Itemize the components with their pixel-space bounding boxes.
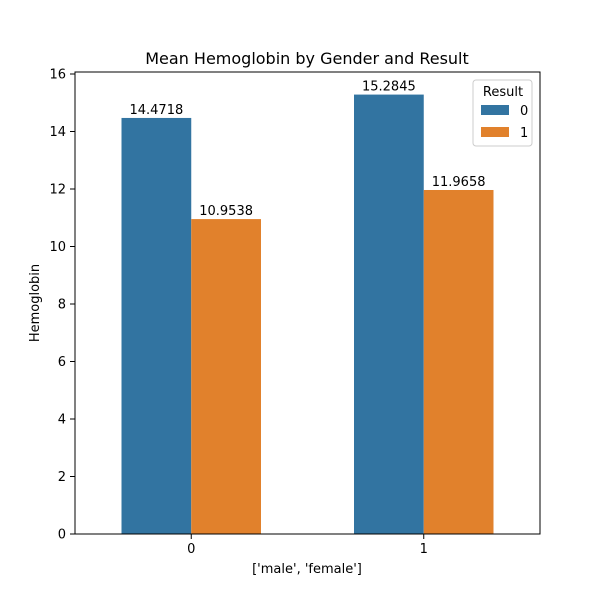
bar-labels: 14.4718 10.9538 15.2845 11.9658 [129, 80, 485, 220]
bar-value-label: 10.9538 [199, 204, 253, 219]
bar-category-1-result-0 [354, 94, 424, 534]
chart-title: Mean Hemoglobin by Gender and Result [145, 49, 469, 68]
y-tick-label: 8 [58, 298, 66, 313]
y-tick-label: 14 [49, 125, 66, 140]
bar-category-1-result-1 [423, 189, 494, 535]
bar-value-label: 15.2845 [362, 80, 416, 95]
y-tick-label: 12 [49, 183, 66, 198]
legend-items: 01 [481, 104, 528, 141]
y-tick-label: 16 [49, 68, 66, 83]
legend-swatch-result-1 [481, 127, 509, 137]
y-tick-label: 2 [58, 470, 66, 485]
y-tick-label: 4 [58, 413, 66, 428]
bar-category-0-result-1 [191, 219, 261, 534]
y-tick-label: 0 [58, 528, 66, 543]
legend: Result 01 [472, 79, 533, 147]
bar-category-0-result-0 [121, 117, 192, 534]
plot-frame [74, 71, 541, 535]
y-axis: 0 2 4 6 8 10 12 14 16 [49, 68, 75, 543]
legend-swatch-result-0 [481, 105, 509, 115]
legend-label-result-1: 1 [520, 126, 528, 141]
plot-area: 14.4718 10.9538 15.2845 11.9658 [74, 71, 541, 535]
bar-value-label: 14.4718 [129, 103, 183, 118]
x-axis-label: ['male', 'female'] [252, 562, 362, 577]
legend-title: Result [483, 85, 523, 100]
x-tick-label: 0 [187, 542, 195, 557]
y-tick-label: 6 [58, 355, 66, 370]
y-axis-label: Hemoglobin [28, 264, 43, 342]
x-tick-label: 1 [420, 542, 428, 557]
bar-value-label: 11.9658 [432, 175, 486, 190]
bars [121, 94, 494, 535]
y-tick-label: 10 [49, 240, 66, 255]
legend-label-result-0: 0 [520, 104, 528, 119]
